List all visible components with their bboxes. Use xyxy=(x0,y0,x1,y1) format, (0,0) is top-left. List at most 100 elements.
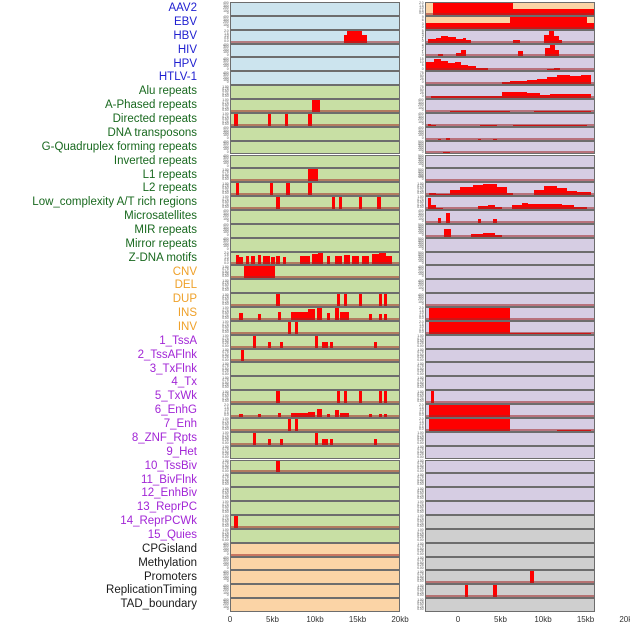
track-panel-left[interactable] xyxy=(230,431,400,446)
track-panel-right[interactable] xyxy=(425,251,595,266)
track-panel-left[interactable] xyxy=(230,112,400,127)
track-label-methylation[interactable]: Methylation xyxy=(138,556,197,569)
track-panel-left[interactable] xyxy=(230,404,400,418)
track-panel-left[interactable] xyxy=(230,85,400,100)
track-label-del[interactable]: DEL xyxy=(174,279,197,292)
track-label-8-znf-rpts[interactable]: 8_ZNF_Rpts xyxy=(131,431,197,444)
track-panel-right[interactable] xyxy=(425,459,595,474)
track-panel-right[interactable] xyxy=(425,514,595,529)
track-panel-right[interactable] xyxy=(425,334,595,349)
track-panel-right[interactable] xyxy=(425,237,595,252)
track-panel-left[interactable] xyxy=(230,99,400,113)
track-panel-left[interactable] xyxy=(230,348,400,363)
track-panel-left[interactable] xyxy=(230,445,400,460)
track-panel-right[interactable] xyxy=(425,362,595,377)
track-panel-right[interactable] xyxy=(425,29,595,44)
track-label-z-dna-motifs[interactable]: Z-DNA motifs xyxy=(128,251,197,264)
track-panel-left[interactable] xyxy=(230,459,400,474)
track-label-cnv[interactable]: CNV xyxy=(172,265,197,278)
track-label-l2-repeats[interactable]: L2 repeats xyxy=(142,182,197,195)
track-label-inv[interactable]: INV xyxy=(177,321,197,334)
track-panel-right[interactable] xyxy=(425,85,595,100)
track-label-g-quadruplex-forming-repeats[interactable]: G-Quadruplex forming repeats xyxy=(41,140,197,153)
track-panel-right[interactable] xyxy=(425,182,595,197)
track-label-inverted-repeats[interactable]: Inverted repeats xyxy=(113,154,197,167)
track-label-low-complexity-a-t-rich-regions[interactable]: Low_complexity A/T rich regions xyxy=(32,196,197,209)
track-label-3-txflnk[interactable]: 3_TxFlnk xyxy=(149,362,197,375)
track-panel-left[interactable] xyxy=(230,2,400,16)
track-panel-right[interactable] xyxy=(425,307,595,321)
track-panel-right[interactable] xyxy=(425,417,595,432)
track-panel-right[interactable] xyxy=(425,15,595,30)
track-panel-right[interactable] xyxy=(425,126,595,141)
track-panel-right[interactable] xyxy=(425,390,595,405)
track-label-11-bivflnk[interactable]: 11_BivFlnk xyxy=(140,473,197,486)
track-panel-right[interactable] xyxy=(425,556,595,571)
track-label-directed-repeats[interactable]: Directed repeats xyxy=(112,113,197,126)
track-panel-right[interactable] xyxy=(425,140,595,155)
track-panel-right[interactable] xyxy=(425,570,595,585)
track-panel-right[interactable] xyxy=(425,542,595,557)
track-label-5-txwk[interactable]: 5_TxWk xyxy=(154,390,197,403)
track-label-l1-repeats[interactable]: L1 repeats xyxy=(142,168,197,181)
track-label-ins[interactable]: INS xyxy=(177,307,197,320)
track-panel-right[interactable] xyxy=(425,487,595,502)
track-label-10-tssbiv[interactable]: 10_TssBiv xyxy=(144,459,197,472)
track-panel-left[interactable] xyxy=(230,15,400,30)
track-label-microsatellites[interactable]: Microsatellites xyxy=(124,210,197,223)
track-label-cpgisland[interactable]: CPGisland xyxy=(142,542,197,555)
track-panel-right[interactable] xyxy=(425,584,595,599)
track-label-mirror-repeats[interactable]: Mirror repeats xyxy=(125,237,197,250)
track-panel-right[interactable] xyxy=(425,168,595,183)
track-label-14-reprpcwk[interactable]: 14_ReprPCWk xyxy=(120,515,197,528)
track-panel-left[interactable] xyxy=(230,390,400,405)
track-label-hpv[interactable]: HPV xyxy=(173,57,197,70)
track-panel-left[interactable] xyxy=(230,334,400,349)
track-panel-right[interactable] xyxy=(425,404,595,418)
track-panel-left[interactable] xyxy=(230,223,400,238)
track-panel-left[interactable] xyxy=(230,570,400,585)
track-label-dup[interactable]: DUP xyxy=(172,293,197,306)
track-label-aav2[interactable]: AAV2 xyxy=(168,2,197,15)
track-label-promoters[interactable]: Promoters xyxy=(143,570,197,583)
track-panel-left[interactable] xyxy=(230,279,400,294)
track-label-htlv-1[interactable]: HTLV-1 xyxy=(158,71,197,84)
track-panel-right[interactable] xyxy=(425,473,595,488)
track-panel-left[interactable] xyxy=(230,528,400,543)
track-panel-right[interactable] xyxy=(425,71,595,86)
track-panel-left[interactable] xyxy=(230,584,400,599)
track-label-mir-repeats[interactable]: MIR repeats xyxy=(134,223,197,236)
track-panel-right[interactable] xyxy=(425,348,595,363)
track-panel-right[interactable] xyxy=(425,528,595,543)
track-panel-left[interactable] xyxy=(230,168,400,183)
track-panel-left[interactable] xyxy=(230,209,400,224)
track-panel-left[interactable] xyxy=(230,140,400,155)
track-label-13-reprpc[interactable]: 13_ReprPC xyxy=(136,501,197,514)
track-panel-right[interactable] xyxy=(425,501,595,515)
track-label-15-quies[interactable]: 15_Quies xyxy=(147,528,197,541)
track-panel-left[interactable] xyxy=(230,43,400,58)
track-panel-right[interactable] xyxy=(425,279,595,294)
track-panel-left[interactable] xyxy=(230,542,400,557)
track-panel-left[interactable] xyxy=(230,320,400,335)
track-panel-right[interactable] xyxy=(425,2,595,16)
track-panel-left[interactable] xyxy=(230,71,400,86)
track-panel-left[interactable] xyxy=(230,362,400,377)
track-label-dna-transposons[interactable]: DNA transposons xyxy=(107,126,198,139)
track-panel-right[interactable] xyxy=(425,154,595,169)
track-label-tad-boundary[interactable]: TAD_boundary xyxy=(120,598,198,611)
track-panel-left[interactable] xyxy=(230,182,400,197)
track-panel-right[interactable] xyxy=(425,112,595,127)
track-label-9-het[interactable]: 9_Het xyxy=(166,445,197,458)
track-panel-right[interactable] xyxy=(425,99,595,113)
track-panel-left[interactable] xyxy=(230,265,400,280)
track-panel-left[interactable] xyxy=(230,473,400,488)
track-label-a-phased-repeats[interactable]: A-Phased repeats xyxy=(104,99,197,112)
track-panel-right[interactable] xyxy=(425,293,595,307)
track-panel-right[interactable] xyxy=(425,265,595,280)
track-panel-left[interactable] xyxy=(230,376,400,391)
track-panel-left[interactable] xyxy=(230,251,400,266)
track-panel-right[interactable] xyxy=(425,376,595,391)
track-panel-right[interactable] xyxy=(425,196,595,210)
track-label-7-enh[interactable]: 7_Enh xyxy=(163,418,197,431)
